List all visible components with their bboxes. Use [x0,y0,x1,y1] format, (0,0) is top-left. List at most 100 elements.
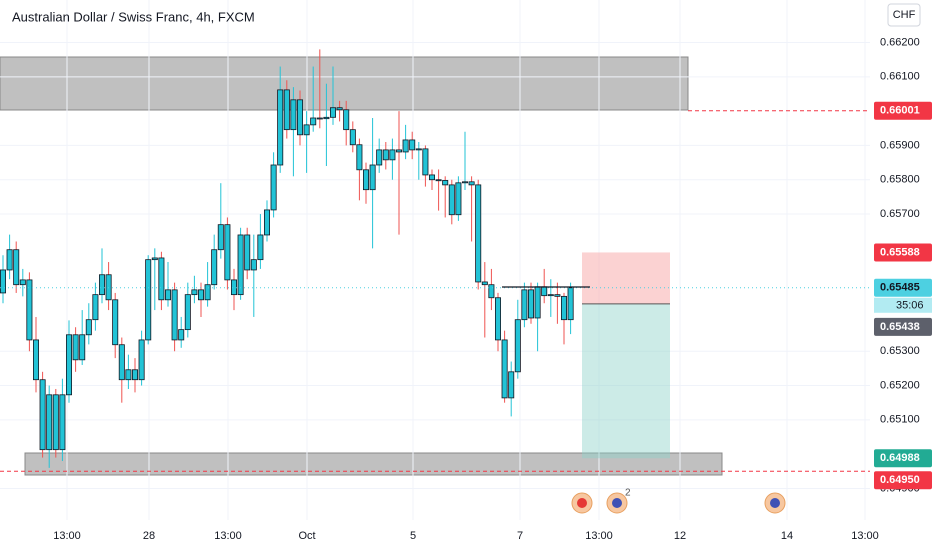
candle-body [547,294,554,297]
candle-body [395,149,402,153]
y-tick-label: 0.65800 [880,174,920,186]
candle-body [501,339,508,399]
candle-body [561,295,568,321]
position-reward [582,303,670,459]
price-badge [874,317,932,336]
candle-body [230,279,237,296]
candle-body [131,369,138,381]
event-count: 2 [625,488,631,499]
y-tick-label: 0.66100 [880,71,920,83]
x-tick-label: 13:00 [851,530,879,542]
candle-body [244,234,251,271]
candle-body [329,107,336,118]
events: 2 [571,488,786,514]
candle-body [508,371,515,399]
candle-body [59,394,66,451]
candle-body [415,148,422,151]
candle-body [389,149,396,161]
candle-body [33,339,40,381]
y-tick-label: 0.66200 [880,36,920,48]
candle-body [138,339,145,381]
price-badge-label: 0.65438 [880,321,920,333]
candle-body [356,144,363,171]
candle-body [296,99,303,136]
candles [0,49,870,472]
candle-body [343,109,350,131]
y-tick-label: 0.65900 [880,139,920,151]
candle-body [211,249,218,286]
event-icon-flag [770,498,780,508]
candle-body [26,279,33,341]
candle-body [118,344,125,381]
candle-body [455,182,462,216]
x-tick-label: 7 [517,530,523,542]
resistance-zone [0,56,689,111]
candle-body [250,259,257,271]
candle-body [277,89,284,166]
currency-button[interactable] [887,3,921,27]
price-badge [874,471,932,490]
event-icon-flag [577,498,587,508]
candle-body [428,174,435,181]
candle-body [92,294,99,321]
candle-body [435,179,442,182]
candle-body [164,289,171,301]
candle-body [13,249,20,286]
candle-body [79,334,86,361]
candle-body [475,184,482,283]
x-tick-label: 14 [781,530,793,542]
x-tick-label: 13:00 [585,530,613,542]
candle-body [422,148,429,176]
candle-body [145,259,152,341]
price-badge [874,449,932,468]
price-badge-label: 0.64950 [880,474,920,486]
zones [0,56,723,476]
x-tick-label: Oct [298,530,315,542]
candle-body [99,274,106,296]
candle-body [125,369,132,381]
countdown-label: 35:06 [896,300,924,312]
price-badge-label: 0.64988 [880,452,920,464]
candle-body [554,294,561,297]
countdown-badge [874,297,932,313]
candle-body [204,284,211,301]
candle-body [46,394,53,451]
candle-body [521,289,528,321]
candle-body [488,284,495,299]
candle-body [6,249,13,271]
candle-body [461,181,468,184]
candle-body [323,116,330,120]
x-tick-label: 12 [674,530,686,542]
candle-body [376,149,383,166]
price-badge [874,243,932,262]
candle-body [184,294,191,331]
candle-body [197,289,204,301]
price-badge-label: 0.65485 [880,282,920,294]
candle-body [263,209,270,236]
candle-body [283,89,290,131]
candle-body [105,274,112,301]
chart-title: Australian Dollar / Swiss Franc, 4h, FXC… [12,9,255,24]
candle-body [448,184,455,216]
candle-body [336,107,343,111]
x-tick-label: 5 [410,530,416,542]
candle-body [85,319,92,336]
candle-body [290,99,297,131]
y-tick-label: 0.65300 [880,345,920,357]
currency-button-label[interactable]: CHF [893,9,916,21]
price-badge-label: 0.65588 [880,246,920,258]
event-icon-flag [612,498,622,508]
support-zone [24,452,723,476]
price-badge [874,278,932,297]
candle-body [310,117,317,126]
candle-body [237,234,244,296]
candle-body [382,149,389,161]
candle-body [158,257,165,301]
candle-body [151,257,158,261]
candle-body [494,297,501,341]
candle-body [39,379,46,451]
candle-body [468,181,475,186]
candle-body [409,139,416,151]
candle-body [362,169,369,191]
